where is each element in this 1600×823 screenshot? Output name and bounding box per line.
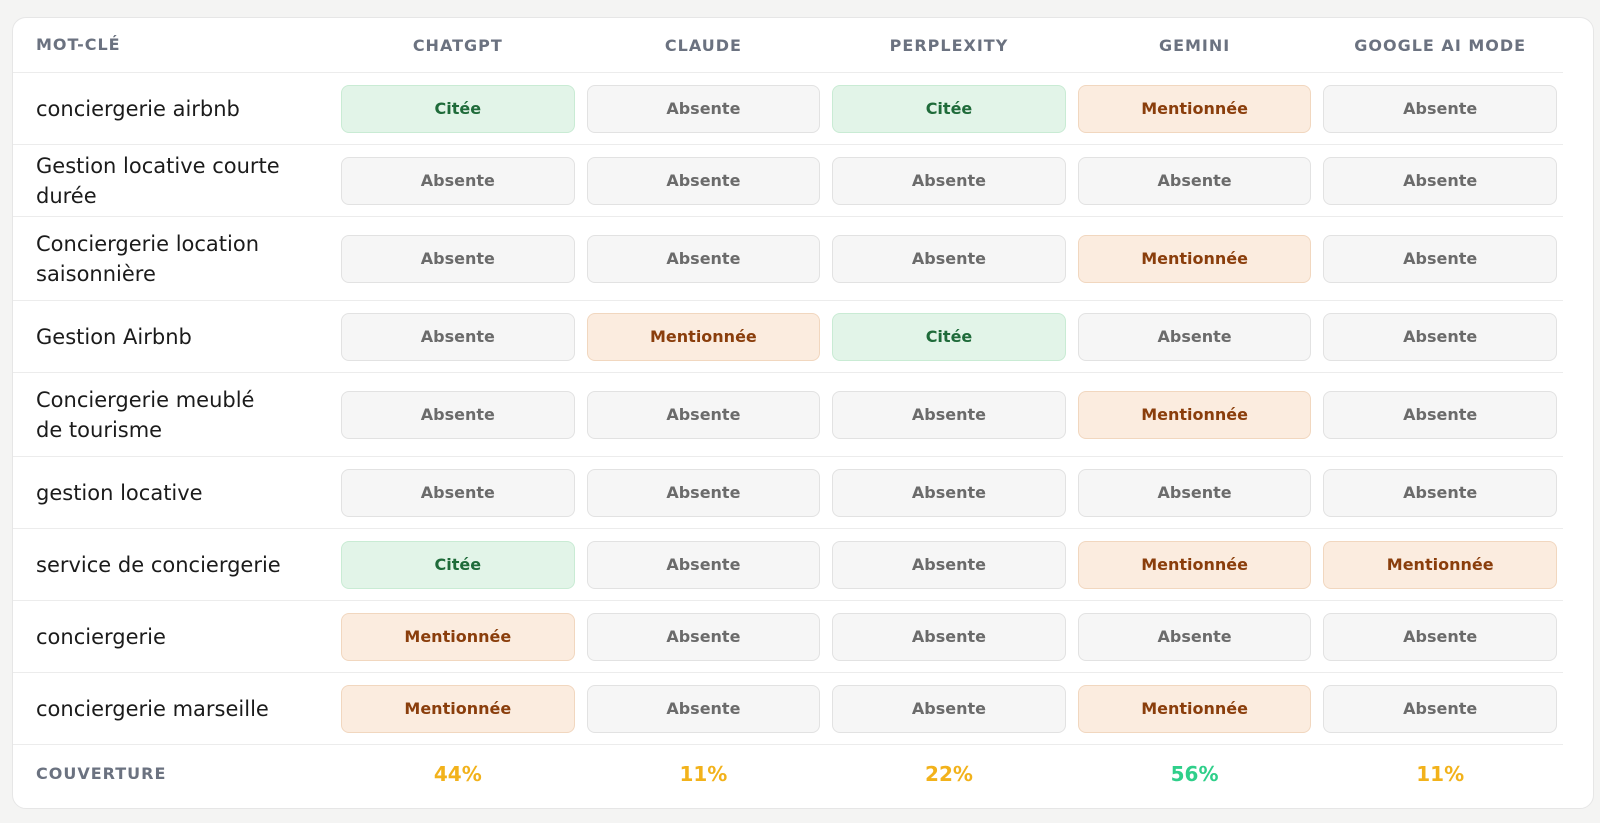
coverage-value: 11%: [1416, 762, 1465, 786]
status-badge: Citée: [341, 84, 575, 133]
status-badge: Mentionnée: [341, 612, 575, 661]
status-badge: Absente: [341, 390, 575, 439]
status-badge: Absente: [341, 156, 575, 205]
status-badge: Absente: [586, 612, 821, 661]
status-badge: Absente: [1323, 234, 1557, 283]
status-badge: Absente: [1323, 468, 1557, 517]
status-badge: Absente: [832, 684, 1066, 733]
status-badge: Absente: [586, 468, 821, 517]
status-badge: Absente: [1323, 312, 1557, 361]
keyword-cell: Gestion locative courte durée: [13, 145, 335, 217]
status-badge: Absente: [832, 234, 1066, 283]
keyword-cell: Conciergerie location saisonnière: [13, 217, 335, 301]
status-badge: Absente: [1323, 156, 1557, 205]
coverage-table-card: MOT-CLÉ CHATGPT CLAUDE PERPLEXITY GEMINI…: [12, 17, 1594, 809]
status-badge: Absente: [586, 540, 821, 589]
coverage-label: COUVERTURE: [36, 764, 167, 783]
keyword-cell: Gestion Airbnb: [13, 301, 335, 373]
status-badge: Citée: [341, 540, 575, 589]
status-badge: Absente: [586, 390, 821, 439]
keyword-cell: conciergerie: [13, 601, 335, 673]
coverage-value: 44%: [433, 762, 482, 786]
status-badge: Absente: [586, 156, 821, 205]
status-badge: Mentionnée: [1323, 540, 1557, 589]
status-badge: Absente: [832, 156, 1066, 205]
status-badge: Absente: [832, 612, 1066, 661]
status-badge: Absente: [1077, 312, 1312, 361]
status-badge: Absente: [832, 468, 1066, 517]
status-badge: Absente: [1323, 612, 1557, 661]
column-header-claude: CLAUDE: [580, 18, 827, 73]
status-badge: Absente: [341, 234, 575, 283]
status-badge: Absente: [586, 684, 821, 733]
status-badge: Mentionnée: [341, 684, 575, 733]
coverage-value: 56%: [1170, 762, 1219, 786]
coverage-table: MOT-CLÉ CHATGPT CLAUDE PERPLEXITY GEMINI…: [13, 18, 1593, 803]
column-header-google-ai-mode: GOOGLE AI MODE: [1317, 18, 1563, 73]
status-badge: Absente: [1323, 684, 1557, 733]
status-badge: Mentionnée: [1077, 234, 1312, 283]
status-badge: Absente: [832, 540, 1066, 589]
status-badge: Absente: [586, 84, 821, 133]
coverage-value: 22%: [925, 762, 973, 786]
keyword-cell: Conciergerie meublé de tourisme: [13, 373, 335, 457]
status-badge: Absente: [1323, 390, 1557, 439]
column-header-keyword: MOT-CLÉ: [13, 18, 335, 73]
status-badge: Citée: [832, 312, 1066, 361]
status-badge: Absente: [1077, 468, 1312, 517]
keyword-cell: service de conciergerie: [13, 529, 335, 601]
status-badge: Absente: [341, 468, 575, 517]
column-header-chatgpt: CHATGPT: [335, 18, 581, 73]
keyword-cell: gestion locative: [13, 457, 335, 529]
status-badge: Mentionnée: [1077, 684, 1312, 733]
status-badge: Absente: [1077, 612, 1312, 661]
status-badge: Absente: [832, 390, 1066, 439]
column-header-gemini: GEMINI: [1071, 18, 1318, 73]
status-badge: Citée: [832, 84, 1066, 133]
keyword-cell: conciergerie marseille: [13, 673, 335, 745]
status-badge: Absente: [586, 234, 821, 283]
keyword-cell: conciergerie airbnb: [13, 73, 335, 145]
status-badge: Mentionnée: [1077, 540, 1312, 589]
status-badge: Mentionnée: [586, 312, 821, 361]
status-badge: Absente: [1077, 156, 1312, 205]
status-badge: Mentionnée: [1077, 84, 1312, 133]
status-badge: Absente: [341, 312, 575, 361]
status-badge: Absente: [1323, 84, 1557, 133]
coverage-value: 11%: [679, 762, 728, 786]
column-header-perplexity: PERPLEXITY: [826, 18, 1072, 73]
status-badge: Mentionnée: [1077, 390, 1312, 439]
